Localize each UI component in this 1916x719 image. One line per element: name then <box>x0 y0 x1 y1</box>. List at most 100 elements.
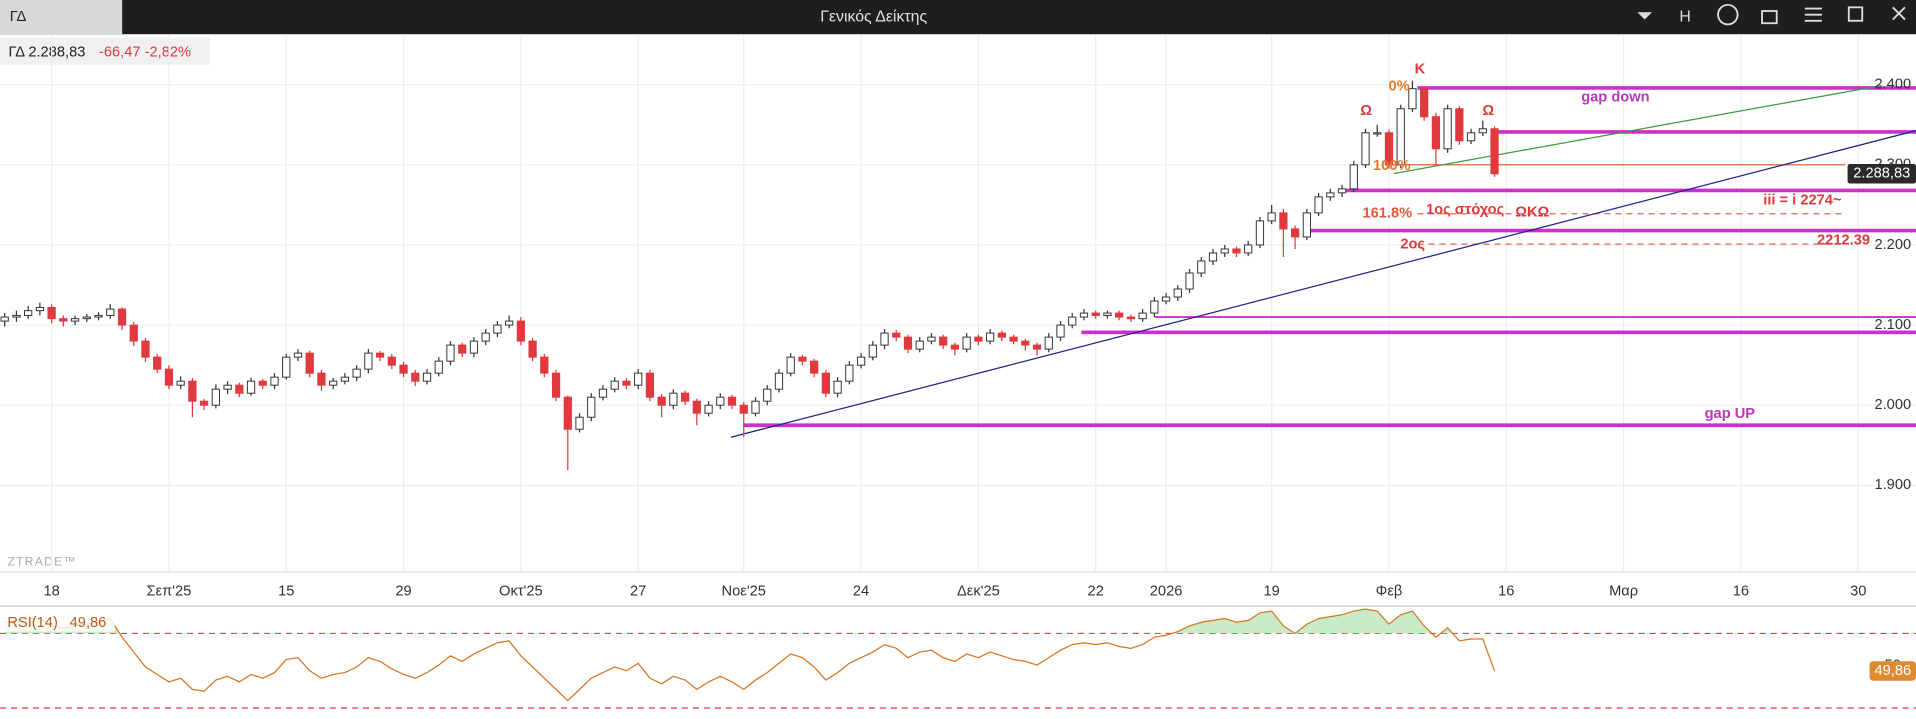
candle-body <box>1279 212 1288 230</box>
candle-body <box>669 392 678 406</box>
x-tick-label: Φεβ <box>1376 583 1403 599</box>
annotation: 100% <box>1373 158 1410 174</box>
candle-body <box>1185 272 1194 290</box>
candle-body <box>1314 196 1323 214</box>
candle-body <box>1079 312 1089 318</box>
candle-body <box>1337 188 1347 194</box>
candle-body <box>1091 312 1100 316</box>
rsi-overbought-fill <box>4 609 1495 634</box>
candle-body <box>153 356 162 370</box>
candle-body <box>493 324 502 334</box>
restore-icon[interactable] <box>1847 6 1864 22</box>
candle-body <box>903 336 913 350</box>
candle-body <box>176 380 185 386</box>
candle-body <box>657 396 666 406</box>
candle-body <box>1232 248 1241 254</box>
quote-icon[interactable] <box>1717 3 1739 26</box>
candle-body <box>1490 128 1499 175</box>
candle-body <box>575 416 584 430</box>
quote-label: ΓΔ 2.288,83 <box>9 44 86 60</box>
candle-body <box>458 344 467 354</box>
window-title: Γενικός Δείκτης <box>820 8 927 25</box>
candle-body <box>997 332 1006 338</box>
candle-body <box>1197 260 1206 274</box>
rsi-badge <box>1869 661 1916 681</box>
candle-body <box>352 368 361 378</box>
candle-body <box>47 306 56 320</box>
candle-body <box>24 310 33 316</box>
candle-body <box>1373 132 1382 135</box>
quote-box <box>0 37 211 65</box>
candle-body <box>1478 128 1487 134</box>
rsi-value: 49,86 <box>70 615 107 631</box>
candle-body <box>258 380 267 386</box>
candle-body <box>1420 88 1429 118</box>
x-tick-label: 30 <box>1850 583 1866 599</box>
candle-body <box>293 352 303 358</box>
h-button[interactable]: H <box>1679 8 1690 25</box>
candle-body <box>927 336 936 342</box>
y-tick-label: 2.000 <box>1874 397 1911 413</box>
candle-body <box>1044 336 1053 350</box>
candle-body <box>1267 212 1276 222</box>
candle-body <box>106 308 115 316</box>
candle-body <box>270 376 279 386</box>
annotation: Ω <box>1360 103 1372 119</box>
candle-body <box>211 388 220 406</box>
dropdown-icon[interactable] <box>1637 12 1653 20</box>
x-tick-label: 16 <box>1498 583 1514 599</box>
candle-body <box>1103 312 1112 316</box>
quote-change: -66,47 -2,82% <box>99 44 191 60</box>
candle-body <box>516 320 525 342</box>
candle-body <box>1009 336 1018 342</box>
candle-body <box>645 372 655 398</box>
candle-body <box>235 384 244 394</box>
candle-body <box>939 336 948 346</box>
candle-body <box>0 316 9 322</box>
tab[interactable] <box>0 0 123 35</box>
candle-body <box>129 324 138 342</box>
annotation: 1ος στόχος <box>1426 202 1505 218</box>
candle-body <box>1361 132 1370 166</box>
candle-body <box>786 356 795 374</box>
x-tick-label: Νοε'25 <box>722 583 766 599</box>
candle-body <box>141 340 150 358</box>
candle-body <box>364 352 373 370</box>
candle-body <box>563 396 572 430</box>
candle-body <box>1455 108 1464 142</box>
candle-body <box>505 320 514 326</box>
candle-body <box>1161 296 1171 302</box>
x-tick-label: 15 <box>278 583 294 599</box>
candle-body <box>1208 252 1218 262</box>
candle-body <box>375 352 385 358</box>
candle-body <box>892 332 901 338</box>
x-tick-label: 22 <box>1088 583 1104 599</box>
candle-body <box>12 314 21 318</box>
close-icon[interactable] <box>1892 6 1906 21</box>
candle-body <box>246 380 256 394</box>
menu-icon[interactable] <box>1804 7 1822 22</box>
candle-body <box>164 368 174 386</box>
candle-body <box>411 372 420 382</box>
candle-body <box>1466 132 1476 142</box>
candle-body <box>692 400 701 414</box>
candle-body <box>1408 88 1417 110</box>
candle-body <box>1138 312 1147 320</box>
candle-body <box>59 318 68 322</box>
candle-body <box>716 396 725 406</box>
title-bar <box>0 0 1916 35</box>
candle-body <box>82 316 91 320</box>
candle-body <box>1150 300 1159 314</box>
candle-body <box>1349 164 1358 190</box>
candle-body <box>469 340 479 354</box>
trend-line <box>1393 84 1882 175</box>
candle-body <box>317 372 326 386</box>
price-plot <box>0 34 1916 572</box>
annotation: K <box>1415 62 1426 78</box>
annotation: 161.8% <box>1362 206 1412 222</box>
candle-body <box>751 400 760 414</box>
lock-icon[interactable] <box>1761 10 1778 25</box>
candle-body <box>774 372 784 390</box>
